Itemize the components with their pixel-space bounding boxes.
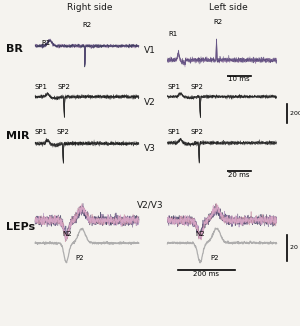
- Text: N2: N2: [196, 231, 205, 237]
- Text: R2: R2: [82, 22, 91, 28]
- Text: SP1: SP1: [35, 83, 48, 90]
- Text: SP1: SP1: [167, 83, 181, 90]
- Text: MIR: MIR: [6, 130, 29, 141]
- Text: R1: R1: [41, 40, 51, 46]
- Text: R1: R1: [168, 31, 177, 37]
- Text: V3: V3: [144, 144, 156, 153]
- Text: SP2: SP2: [57, 129, 70, 135]
- Text: Left side: Left side: [208, 3, 247, 12]
- Text: N2: N2: [62, 231, 71, 237]
- Text: 20 μV: 20 μV: [290, 245, 300, 250]
- Text: P2: P2: [210, 256, 218, 261]
- Text: Right side: Right side: [67, 3, 113, 12]
- Text: SP1: SP1: [35, 129, 48, 135]
- Text: V1: V1: [144, 46, 156, 55]
- Text: LEPs: LEPs: [6, 222, 35, 232]
- Text: SP2: SP2: [190, 129, 203, 135]
- Text: V2/V3: V2/V3: [137, 201, 163, 210]
- Text: BR: BR: [6, 44, 23, 54]
- Text: SP1: SP1: [167, 129, 181, 135]
- Text: 200 ms: 200 ms: [194, 271, 219, 277]
- Text: 200 μV: 200 μV: [290, 111, 300, 116]
- Text: SP2: SP2: [58, 83, 70, 90]
- Text: 10 ms: 10 ms: [228, 77, 249, 82]
- Text: V2: V2: [144, 98, 156, 107]
- Text: SP2: SP2: [190, 83, 203, 90]
- Text: R2: R2: [214, 19, 223, 24]
- Text: P2: P2: [76, 256, 84, 261]
- Text: 20 ms: 20 ms: [228, 172, 249, 178]
